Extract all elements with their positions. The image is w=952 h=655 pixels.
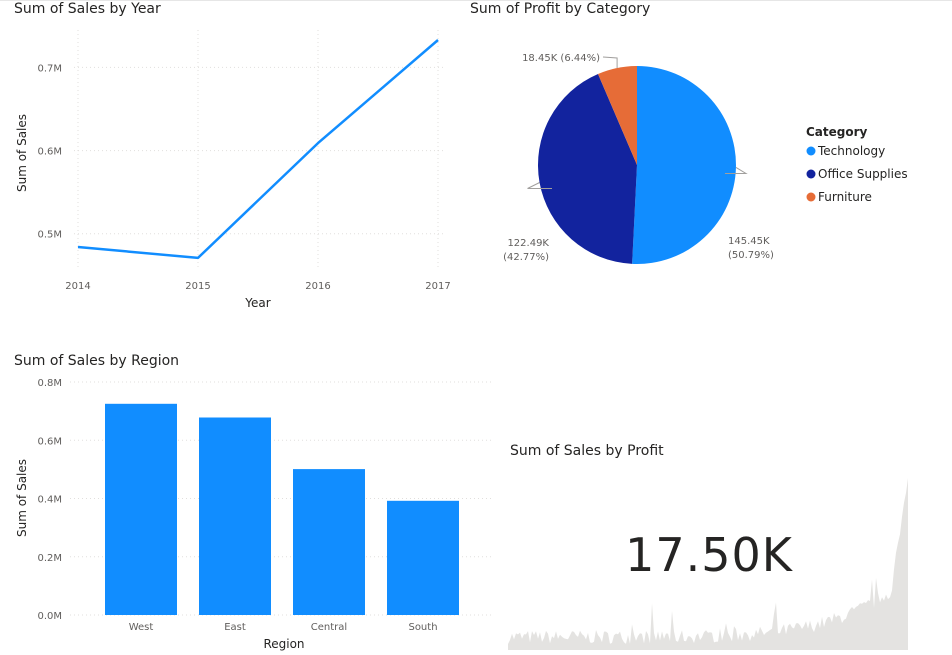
bar-central[interactable] — [293, 469, 365, 615]
bar-x-tick-label: Central — [311, 622, 347, 633]
bar-y-tick-label: 0.6M — [37, 436, 62, 447]
line-y-tick-label: 0.7M — [37, 63, 62, 74]
line-y-tick-label: 0.5M — [37, 230, 62, 241]
bar-east[interactable] — [199, 417, 271, 616]
pie-data-label: (42.77%) — [503, 252, 549, 263]
bar-chart-title: Sum of Sales by Region — [14, 353, 180, 369]
bar-x-tick-label: South — [408, 622, 437, 633]
legend-item-label[interactable]: Technology — [817, 144, 885, 158]
bar-x-tick-label: East — [224, 622, 246, 633]
pie-leader-line — [725, 166, 748, 174]
profit-by-category-pie-chart[interactable]: 145.45K (50.79%) 122.49K (42.77%) 18.45K (6.… — [470, 0, 952, 330]
line-y-tick-label: 0.6M — [37, 147, 62, 158]
line-x-tick-label: 2017 — [425, 281, 450, 292]
sales-by-year-line-chart[interactable]: 0.5M 0.6M 0.7M 2014 2015 2016 2017 Sum of Sal… — [0, 0, 470, 330]
canvas-top-border — [0, 0, 952, 1]
sales-by-region-bar-chart[interactable]: 0.0M 0.2M 0.4M 0.6M 0.8M West East Central Sout… — [0, 370, 500, 655]
line-x-tick-label: 2014 — [65, 281, 90, 292]
bar-x-tick-label: West — [129, 622, 154, 633]
line-chart-title: Sum of Sales by Year — [14, 1, 161, 17]
pie-leader-line — [602, 56, 618, 68]
pie-data-label: 18.45K (6.44%) — [522, 53, 600, 64]
pie-slice-furniture[interactable] — [598, 66, 637, 165]
card-title: Sum of Sales by Profit — [510, 443, 664, 459]
card-background-sparkline — [508, 478, 908, 650]
pie-chart-title: Sum of Profit by Category — [470, 1, 651, 17]
pie-leader-line — [527, 182, 552, 189]
pie-data-label: 145.45K — [728, 236, 770, 247]
pie-data-label: 122.49K — [507, 238, 549, 249]
bar-south[interactable] — [387, 500, 459, 615]
bar-x-axis-title: Region — [263, 637, 304, 651]
pie-slice-office-supplies[interactable] — [537, 74, 637, 264]
bar-y-tick-label: 0.2M — [37, 553, 62, 564]
legend-title: Category — [806, 125, 868, 139]
pie-slice-technology[interactable] — [632, 66, 736, 265]
line-y-axis-title: Sum of Sales — [15, 114, 29, 192]
bar-y-tick-label: 0.0M — [37, 611, 62, 622]
line-x-axis-title: Year — [244, 296, 270, 310]
bar-y-axis-title: Sum of Sales — [15, 459, 29, 537]
legend-marker[interactable] — [806, 169, 816, 179]
bar-y-tick-label: 0.8M — [37, 378, 62, 389]
pie-legend: Category Technology Office Supplies Furnitu… — [806, 125, 908, 204]
legend-marker[interactable] — [806, 192, 816, 202]
sales-line-series[interactable] — [77, 39, 439, 260]
legend-item-label[interactable]: Office Supplies — [818, 167, 908, 181]
pie-data-label: (50.79%) — [728, 250, 774, 261]
line-x-tick-label: 2015 — [185, 281, 210, 292]
line-x-tick-label: 2016 — [305, 281, 330, 292]
bar-west[interactable] — [105, 403, 177, 615]
legend-marker[interactable] — [806, 146, 816, 156]
legend-item-label[interactable]: Furniture — [818, 190, 872, 204]
bar-y-tick-label: 0.4M — [37, 495, 62, 506]
card-value: 17.50K — [625, 528, 793, 582]
